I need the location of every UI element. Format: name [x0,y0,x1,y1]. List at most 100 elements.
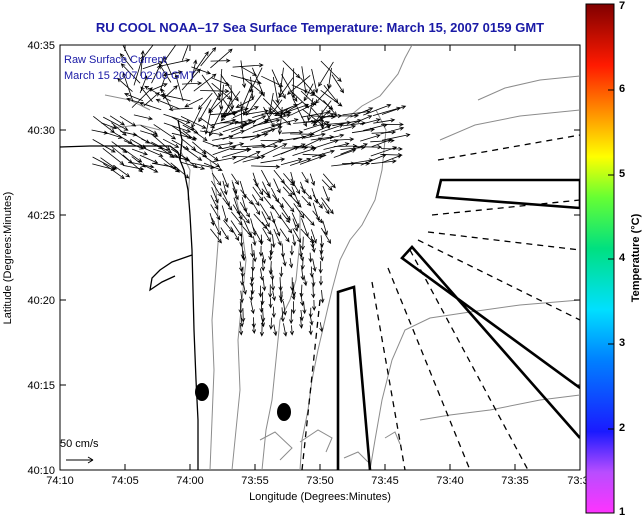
contour-line [231,179,247,470]
current-vector-arrow [232,204,243,220]
current-vector-arrow [273,178,281,194]
current-vector-arrow [319,250,324,262]
colorbar-tick-label: 3 [619,337,625,349]
current-vector-arrow [131,148,148,156]
survey-line [409,249,529,470]
contour-line [439,109,580,141]
current-vector-arrow [241,307,246,323]
current-vector-arrow [353,145,383,150]
current-vector-arrow [155,98,181,110]
current-vector-arrow [211,217,221,236]
current-vector-arrow [280,307,285,323]
current-vector-arrow [370,146,398,157]
survey-line [427,231,580,251]
current-vector-arrow [181,45,189,61]
current-vector-arrow [291,301,296,315]
current-vector-arrow [162,138,180,148]
current-vector-arrow [311,124,332,134]
current-vector-arrow [191,108,202,129]
current-vector-arrow [231,120,257,133]
contour-line [299,429,333,453]
current-vector-arrow [303,275,308,287]
current-vector-arrow [143,164,159,173]
current-vector-arrow [381,154,403,163]
current-vector-arrow [221,107,249,118]
current-vector-arrow [180,116,207,129]
current-vector-arrow [281,130,304,135]
current-vector-arrow [163,55,172,76]
current-vector-arrow [289,245,294,256]
current-vector-arrow [360,154,387,166]
current-vector-arrow [321,133,345,141]
current-vector-arrow [363,104,392,116]
current-vector-arrow [199,117,215,129]
current-vector-arrow [290,103,316,116]
map-title: RU COOL NOAA–17 Sea Surface Temperature:… [96,20,544,35]
current-vector-arrow [182,130,197,141]
coastline-inlet [149,254,193,292]
current-vector-arrow [143,91,160,107]
current-vector-arrow [301,171,309,184]
current-vector-arrow [259,268,264,281]
survey-line [387,267,471,470]
current-vector-arrow [282,253,287,267]
current-vector-arrow [272,76,280,104]
current-vector-arrow [350,107,374,118]
current-vector-arrow [200,89,230,94]
bathymetry-contours [104,45,580,470]
current-vector-arrow [259,203,271,221]
current-vector-arrow [119,53,134,70]
current-vector-arrow [171,125,192,140]
current-vector-arrow [360,134,381,142]
current-vector-arrow [238,324,244,336]
current-vector-arrow [252,144,279,149]
current-vector-arrow [311,68,319,94]
current-vector-arrow [121,147,143,163]
current-vector-arrow [240,189,254,205]
survey-line [371,281,406,470]
current-vector-arrow [200,130,224,137]
current-vector-arrow [301,137,324,149]
current-vector-arrow [210,204,221,221]
current-vector-arrow [280,157,303,166]
current-vector-arrow [211,77,231,86]
current-vector-arrow [211,187,219,204]
current-vector-arrow [103,163,125,180]
current-vector-arrow [230,75,262,85]
current-vector-arrow [311,242,316,254]
current-vector-arrow [160,58,191,67]
contour-line [477,75,580,101]
current-vector-arrow [181,81,203,86]
current-vector-arrow [238,301,243,315]
y-tick-label: 40:15 [27,380,55,392]
current-vector-arrow [311,274,316,288]
current-vector-arrow [252,186,264,202]
current-vector-arrow [271,69,286,100]
current-vector-arrow [100,122,118,130]
current-vector-arrow [293,203,305,219]
current-vector-arrow [322,220,328,236]
current-vector-arrow [159,71,168,92]
current-vector-arrow [308,325,313,336]
survey-line [437,134,580,161]
x-tick-labels: 74:10 74:05 74:00 73:55 73:50 73:45 73:4… [46,475,588,487]
current-vector-arrow [318,275,324,286]
current-vector-arrow [222,130,246,140]
current-vector-arrow [140,86,153,103]
current-vector-arrow [208,90,232,114]
current-vector-arrow [263,139,284,149]
x-tick-label: 73:50 [306,475,334,487]
current-vector-arrow [280,217,293,234]
transect-south [336,285,372,470]
current-vector-arrow [140,49,145,76]
current-vector-arrow [311,139,339,150]
current-vector-arrow [203,162,223,171]
current-vector-arrow [258,285,263,298]
current-vector-arrow [293,133,314,141]
survey-line [431,199,580,216]
current-vector-arrow [268,284,273,299]
contour-line [384,431,401,445]
current-vector-arrow [301,110,332,118]
current-vector-arrow [282,60,301,79]
current-vector-arrow [139,154,159,164]
